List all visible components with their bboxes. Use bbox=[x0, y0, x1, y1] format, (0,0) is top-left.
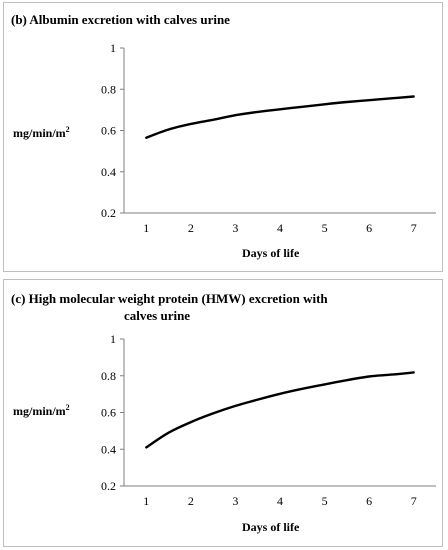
x-tick-label: 7 bbox=[411, 221, 417, 235]
y-tick-label: 0.6 bbox=[101, 124, 116, 138]
chart-title: (c) High molecular weight protein (HMW) … bbox=[11, 291, 328, 323]
x-tick-label: 1 bbox=[143, 221, 149, 235]
y-tick-label: 1 bbox=[110, 332, 116, 346]
chart-panel-hmw-protein: (c) High molecular weight protein (HMW) … bbox=[3, 279, 443, 547]
series-line bbox=[145, 371, 415, 449]
x-tick-label: 6 bbox=[366, 494, 372, 508]
chart-title: (b) Albumin excretion with calves urine bbox=[11, 12, 230, 27]
y-axis-label: mg/min/m2 bbox=[13, 403, 70, 418]
y-tick-label: 0.8 bbox=[101, 369, 116, 383]
chart-panel-albumin: (b) Albumin excretion with calves urine … bbox=[3, 2, 443, 272]
x-axis-label: Days of life bbox=[242, 520, 300, 534]
y-tick-label: 0.8 bbox=[101, 82, 116, 96]
y-tick-label: 0.2 bbox=[101, 206, 116, 220]
x-tick-label: 2 bbox=[188, 221, 194, 235]
x-tick-label: 1 bbox=[143, 494, 149, 508]
series-line bbox=[145, 95, 415, 139]
y-tick-label: 1 bbox=[110, 41, 116, 55]
x-tick-label: 5 bbox=[322, 494, 328, 508]
y-tick-label: 0.6 bbox=[101, 406, 116, 420]
x-tick-label: 6 bbox=[366, 221, 372, 235]
x-tick-label: 7 bbox=[411, 494, 417, 508]
x-tick-label: 4 bbox=[277, 494, 283, 508]
y-tick-label: 0.2 bbox=[101, 479, 116, 493]
line-chart-hmw-protein: 0.2 0.4 0.6 0.8 1 1 2 3 4 5 6 7 bbox=[101, 332, 436, 508]
y-tick-label: 0.4 bbox=[101, 442, 116, 456]
line-chart-albumin: 0.2 0.4 0.6 0.8 1 1 2 3 4 5 6 7 bbox=[101, 41, 436, 235]
x-axis-label: Days of life bbox=[242, 246, 300, 260]
y-axis-label: mg/min/m2 bbox=[13, 125, 70, 140]
y-tick-label: 0.4 bbox=[101, 165, 116, 179]
x-tick-label: 5 bbox=[322, 221, 328, 235]
x-tick-label: 4 bbox=[277, 221, 283, 235]
x-tick-label: 3 bbox=[232, 494, 238, 508]
x-tick-label: 2 bbox=[188, 494, 194, 508]
x-tick-label: 3 bbox=[232, 221, 238, 235]
